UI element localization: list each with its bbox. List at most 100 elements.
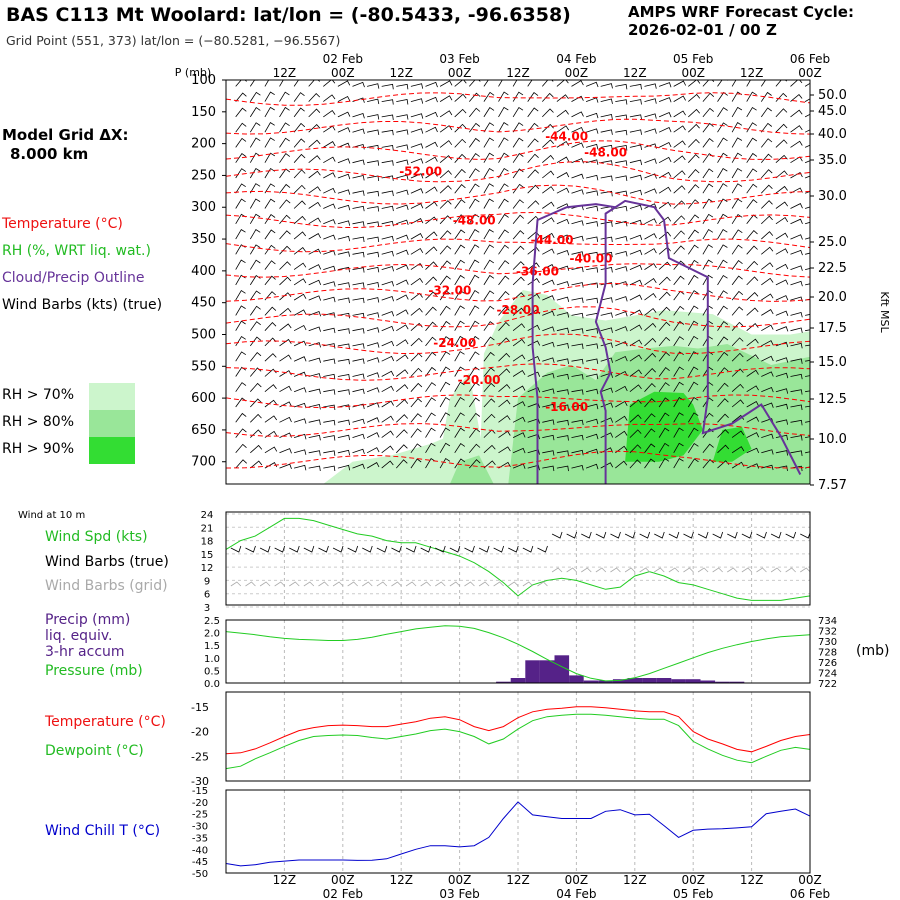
time-label-top: 12Z [740,66,764,80]
date-label-top: 03 Feb [439,52,479,66]
wind-barb [396,144,409,150]
pressure-right-tick-label: 730 [818,637,837,648]
wind-barb [644,322,657,332]
wind-barb [731,414,745,423]
wind-barb [629,249,643,256]
wind-barb [498,399,511,408]
wind-barb [279,307,292,316]
wind-barb [439,245,452,255]
wind-barb [323,358,336,364]
wind-barb [425,412,436,423]
wind-barb [264,353,277,362]
wind-barb [600,83,613,89]
wind-barb [396,444,408,454]
wind-barb [717,167,728,179]
wind-barb [410,307,423,316]
wind-barb [527,371,541,377]
wind-barb [585,463,599,470]
time-label-top: 00Z [798,66,822,80]
wind-barb [600,417,614,423]
wind-barb [468,92,481,102]
wind-barb [775,139,788,148]
wind-barb [425,201,438,209]
time-label-bottom: 00Z [681,873,705,887]
precip-tick-label: 2.5 [204,616,220,627]
wind-barb [731,430,745,438]
temperature-contour [226,450,810,469]
wind-barb [337,80,351,87]
wind-barb [556,187,570,194]
wind-barb [396,83,409,90]
grid-wind-barb [610,567,621,573]
wind-barb [337,266,350,273]
wind-barb [381,129,394,136]
wind-barb [615,460,628,469]
wind-barb [790,109,803,118]
time-label-top: 12Z [506,66,530,80]
wind-barb [279,199,291,209]
wind-barb [264,306,277,316]
wind-barb [761,184,773,194]
legend-temperature: Temperature (°C) [2,216,123,232]
wind-barb [410,158,424,164]
wind-barb [756,531,767,539]
wind-barb [381,175,394,181]
grid-wind-barb [318,581,329,587]
wind-barb [556,281,570,287]
wind-barb [571,158,584,164]
wind-barb [293,80,305,87]
wind-barb [323,343,336,349]
wind-barb [308,170,321,179]
precip-bar [715,681,730,683]
wind-barb [279,153,291,163]
wind-barb [512,416,526,423]
wind-barb [673,458,684,469]
wind-barb [556,327,570,334]
precip-bar [569,675,584,683]
temperature-contour-label: -16.00 [545,400,588,414]
wind-barb [760,169,773,179]
grid-wind-barb [347,581,358,587]
wind-barb [571,312,584,319]
wind-barb [367,190,380,197]
wind-tick-label: 12 [201,563,214,574]
wind-barb [381,205,394,212]
wind-barb [717,321,729,331]
wind-barb [308,373,321,379]
precip-bar [525,660,540,683]
wind-barb [366,387,380,393]
wind-barb [702,198,714,209]
wind-barb [717,444,730,454]
wind-barb [687,184,700,194]
wind-barb [439,320,451,331]
wind-barb [658,82,672,88]
wind-barb [468,213,480,225]
wind-barb [571,297,584,303]
wind-barb [366,357,380,363]
wind-barb [731,167,743,179]
wind-barb [556,373,569,380]
wind-barb [542,450,555,456]
wind-barb [425,111,438,118]
wind-tick-label: 24 [201,510,214,521]
pressure-tick-label: 650 [191,423,216,438]
wind-barb [235,290,246,301]
wind-barb [687,396,699,408]
wind-barb [512,261,525,270]
wind-barb [289,545,300,553]
wind-barb [542,357,555,363]
wind-barb [702,443,714,454]
wind-barb [556,249,570,256]
wind-barb [586,388,599,395]
wind-barb [673,245,685,255]
wind-barb [381,160,394,166]
wind-barb [498,461,511,469]
wind-barb [697,531,709,539]
wind-barb [468,443,481,454]
wind-barb [323,94,336,102]
wind-barb [264,229,276,240]
wind-barb [366,327,380,333]
wind-barb [323,234,336,240]
wind-barb [396,204,409,211]
wind-barb [805,405,810,408]
